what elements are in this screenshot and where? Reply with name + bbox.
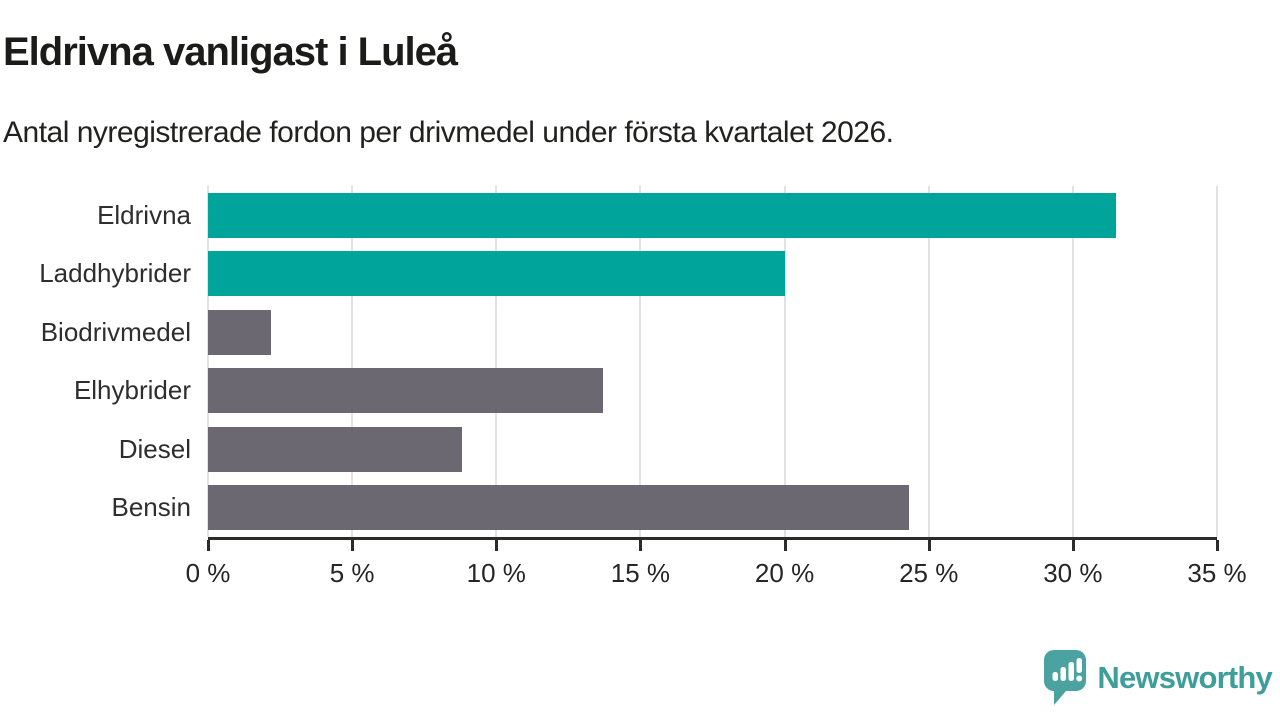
x-axis-tick bbox=[1071, 540, 1075, 551]
gridline bbox=[495, 186, 498, 537]
category-label: Eldrivna bbox=[97, 199, 191, 230]
x-axis-tick bbox=[351, 540, 355, 551]
x-axis-tick bbox=[927, 540, 931, 551]
x-axis-tick-label: 0 % bbox=[185, 558, 231, 588]
gridline bbox=[1071, 186, 1074, 537]
x-axis-tick bbox=[783, 540, 787, 551]
category-label: Biodrivmedel bbox=[40, 316, 191, 347]
chart-subtitle: Antal nyregistrerade fordon per drivmede… bbox=[3, 116, 894, 149]
x-axis-tick bbox=[639, 540, 643, 551]
bar bbox=[208, 485, 909, 531]
brand-footer: Newsworthy bbox=[1044, 650, 1273, 705]
x-axis-tick-label: 10 % bbox=[466, 558, 526, 588]
gridline bbox=[351, 186, 354, 537]
bar bbox=[208, 309, 272, 355]
x-axis-tick-label: 30 % bbox=[1043, 558, 1103, 588]
category-label: Laddhybrider bbox=[39, 258, 191, 289]
x-axis-tick bbox=[495, 540, 499, 551]
x-axis-tick bbox=[1216, 540, 1219, 551]
bar-chart-plot-area: 0 % 5 % 10 % 15 % 20 % 25 % 30 % 35 % Eldrivna La… bbox=[39, 186, 1247, 588]
x-axis-tick-label: 35 % bbox=[1187, 558, 1247, 588]
x-axis-tick-label: 15 % bbox=[610, 558, 671, 588]
x-axis-tick bbox=[207, 540, 210, 551]
bar bbox=[208, 192, 1117, 238]
category-label: Elhybrider bbox=[73, 375, 191, 406]
x-axis-tick-label: 25 % bbox=[899, 558, 959, 588]
gridline bbox=[639, 186, 642, 537]
chart-title: Eldrivna vanligast i Luleå bbox=[3, 30, 458, 74]
brand-name: Newsworthy bbox=[1097, 659, 1272, 695]
bar bbox=[208, 426, 462, 472]
bar bbox=[208, 368, 603, 414]
newsworthy-logo-icon bbox=[1044, 650, 1087, 705]
gridline bbox=[927, 186, 930, 537]
category-label: Bensin bbox=[111, 492, 192, 523]
category-label: Diesel bbox=[118, 433, 191, 464]
gridline bbox=[783, 186, 786, 537]
x-axis-tick-label: 20 % bbox=[754, 558, 815, 588]
bar bbox=[208, 251, 785, 297]
gridline bbox=[207, 186, 209, 537]
gridline bbox=[1216, 186, 1218, 537]
x-axis-tick-label: 5 % bbox=[329, 558, 375, 588]
